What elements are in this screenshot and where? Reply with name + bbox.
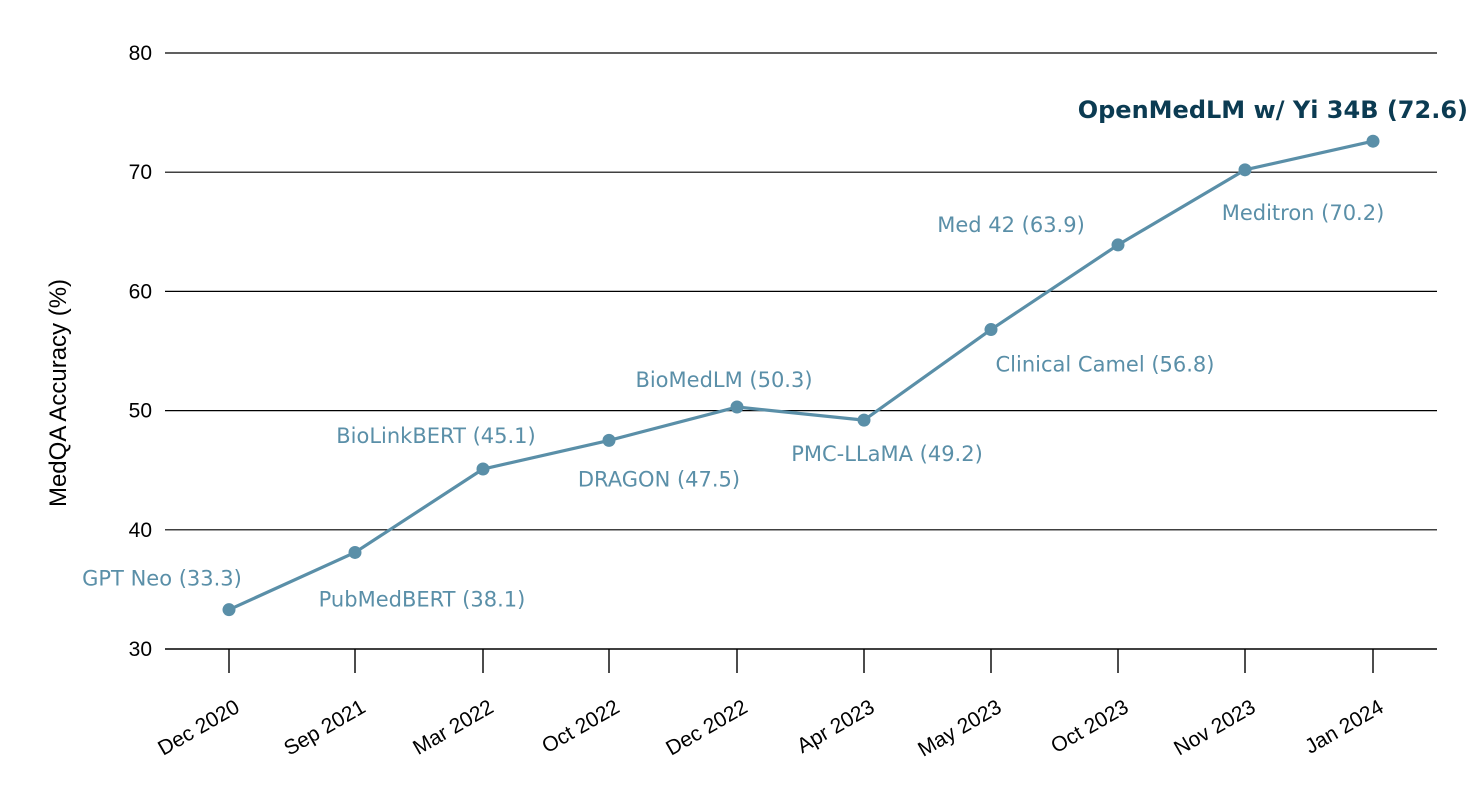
y-tick-label: 70	[129, 161, 152, 184]
point-label: PMC-LLaMA (49.2)	[791, 442, 983, 466]
data-point	[730, 400, 744, 414]
x-tick-label: Nov 2023	[1170, 695, 1259, 760]
x-tick-label: May 2023	[914, 695, 1005, 761]
y-axis-title: MedQA Accuracy (%)	[45, 279, 72, 507]
x-tick-label: Dec 2020	[154, 695, 243, 760]
point-label: BioLinkBERT (45.1)	[336, 424, 535, 448]
series-layer	[222, 134, 1380, 617]
y-tick-label: 30	[129, 638, 152, 661]
point-label: BioMedLM (50.3)	[635, 368, 812, 392]
point-label: DRAGON (47.5)	[578, 467, 740, 491]
data-point	[222, 603, 236, 617]
data-point	[984, 323, 998, 337]
highlight-point-label: OpenMedLM w/ Yi 34B (72.6)	[1078, 96, 1468, 124]
x-tick-label: Dec 2022	[662, 695, 751, 760]
data-point	[602, 433, 616, 447]
point-label: Meditron (70.2)	[1222, 201, 1385, 225]
series-line	[228, 139, 1374, 612]
data-point	[1111, 238, 1125, 252]
x-tick-label: Jan 2024	[1301, 695, 1388, 758]
point-label: Clinical Camel (56.8)	[996, 353, 1215, 377]
point-label: PubMedBERT (38.1)	[319, 587, 526, 611]
grid-layer	[165, 52, 1437, 650]
x-tick-label: Oct 2023	[1047, 695, 1132, 758]
x-tick-label: Apr 2023	[793, 695, 878, 758]
point-label: Med 42 (63.9)	[937, 213, 1085, 237]
x-axis: Dec 2020 Sep 2021 Mar 2022 Oct 2022 Dec 2022…	[154, 649, 1388, 761]
point-label: GPT Neo (33.3)	[82, 567, 242, 591]
x-tick-label: Sep 2021	[280, 695, 369, 760]
x-tick-label: Oct 2022	[538, 695, 623, 758]
data-point	[1366, 134, 1380, 148]
y-tick-label: 80	[129, 42, 152, 65]
y-tick-label: 40	[129, 519, 152, 542]
y-tick-label: 60	[129, 280, 152, 303]
data-point	[348, 545, 362, 559]
data-point	[476, 462, 490, 476]
data-point	[1238, 163, 1252, 177]
y-tick-label: 50	[129, 400, 152, 423]
y-axis: 30 40 50 60 70 80	[129, 42, 152, 661]
x-tick-label: Mar 2022	[409, 695, 497, 759]
point-label-layer: GPT Neo (33.3) PubMedBERT (38.1) BioLinkBE…	[82, 96, 1468, 611]
data-point	[857, 413, 871, 427]
